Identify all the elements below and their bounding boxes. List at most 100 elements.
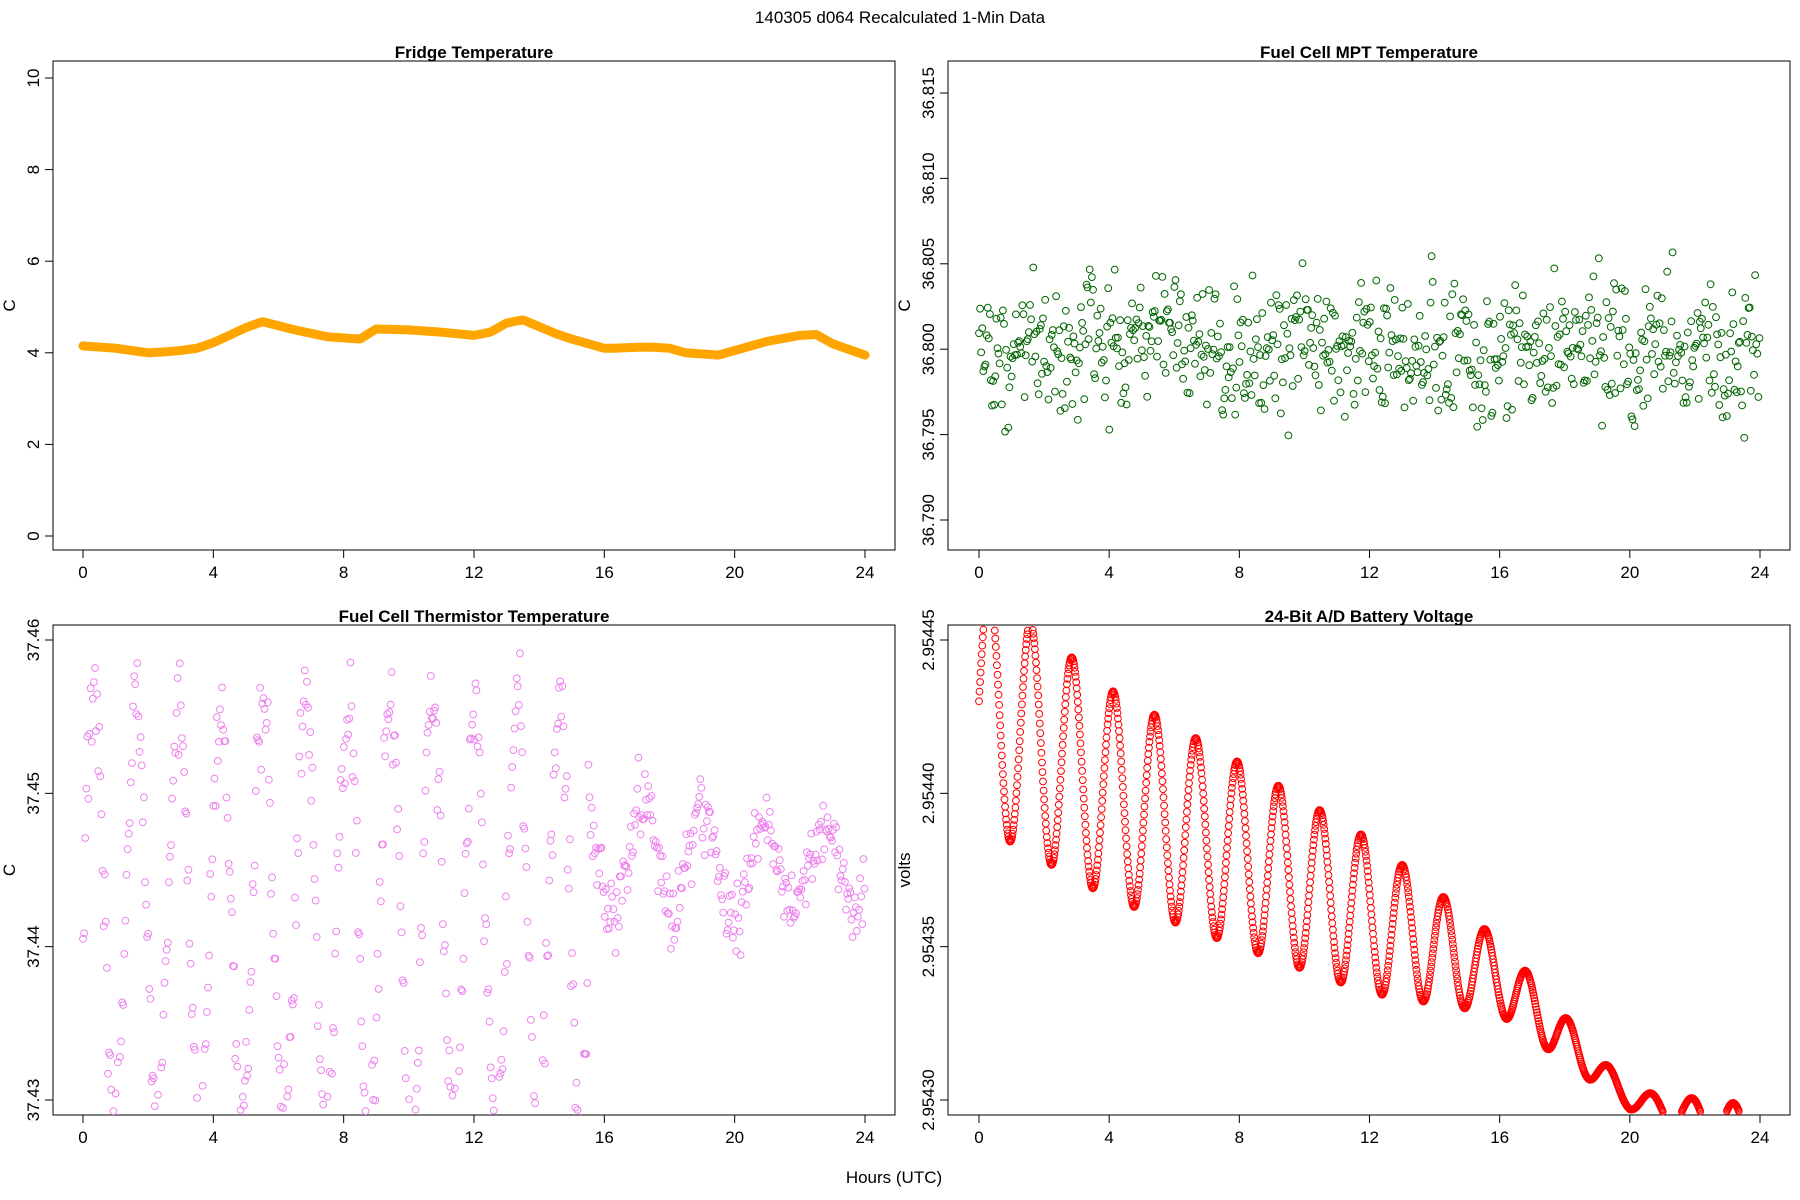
data-point <box>1340 964 1349 973</box>
data-point <box>1048 326 1057 335</box>
data-point <box>1530 994 1539 1002</box>
data-point <box>1145 738 1154 746</box>
x-axis-label: Hours (UTC) <box>846 1168 942 1187</box>
data-point <box>336 776 345 784</box>
data-point <box>1503 402 1512 411</box>
data-point <box>799 867 808 875</box>
data-point <box>1129 326 1137 335</box>
data-point <box>1567 374 1576 383</box>
data-point <box>1635 385 1643 394</box>
data-point <box>516 649 524 658</box>
data-point <box>501 892 510 901</box>
data-point <box>97 810 106 819</box>
data-point <box>432 719 441 727</box>
data-point <box>543 952 551 960</box>
data-point <box>732 947 741 956</box>
data-point <box>597 843 606 852</box>
data-point <box>405 1095 414 1104</box>
data-point <box>855 905 863 914</box>
data-point <box>381 752 390 761</box>
data-point <box>1538 357 1547 365</box>
data-point <box>1288 382 1297 390</box>
data-point <box>1377 398 1386 407</box>
data-point <box>1226 368 1235 377</box>
data-point <box>1534 1017 1543 1025</box>
data-point <box>703 817 711 825</box>
data-point <box>1406 374 1414 383</box>
data-point <box>487 1074 496 1083</box>
data-point <box>1225 808 1234 816</box>
data-point <box>1300 347 1309 355</box>
data-point <box>286 1033 295 1041</box>
data-point <box>374 985 383 993</box>
data-point <box>1452 966 1460 975</box>
data-point <box>592 843 600 852</box>
data-point <box>721 869 730 877</box>
data-point <box>631 821 639 829</box>
data-point <box>1534 1014 1542 1023</box>
data-point <box>977 348 986 357</box>
data-point <box>1026 301 1034 309</box>
data-point <box>1661 351 1669 360</box>
data-point <box>249 888 258 897</box>
data-point <box>1240 803 1248 811</box>
data-point <box>274 1053 283 1062</box>
data-point <box>1622 314 1630 323</box>
data-point <box>1502 414 1511 422</box>
data-point <box>651 837 660 846</box>
data-point <box>248 880 257 888</box>
data-point <box>472 686 481 695</box>
data-point <box>1446 312 1454 321</box>
y-tick-label: 36.800 <box>919 323 938 375</box>
y-axis-label: C <box>895 299 914 311</box>
data-point <box>222 793 231 802</box>
data-point <box>1064 337 1072 346</box>
data-point <box>1060 715 1069 724</box>
data-point <box>696 775 705 784</box>
data-point <box>1000 795 1009 804</box>
data-point <box>1282 301 1291 309</box>
data-point <box>1181 831 1190 839</box>
data-point <box>1068 400 1077 408</box>
x-tick-label: 0 <box>78 563 87 582</box>
data-point <box>994 680 1002 689</box>
data-point <box>1033 682 1042 691</box>
data-point <box>431 703 440 712</box>
data-point <box>1161 369 1170 377</box>
data-point <box>1367 303 1375 312</box>
data-point <box>1249 355 1258 363</box>
data-point <box>1248 912 1256 921</box>
data-point <box>1199 797 1208 805</box>
data-point <box>1070 339 1079 348</box>
data-point <box>1429 945 1438 953</box>
data-point <box>801 900 810 909</box>
data-point <box>1044 844 1052 853</box>
data-point <box>1707 388 1716 397</box>
data-point <box>1157 762 1166 770</box>
data-point <box>111 1089 120 1098</box>
data-point <box>1373 364 1382 373</box>
data-point <box>1387 936 1395 945</box>
data-point <box>1728 288 1737 297</box>
data-point <box>87 737 96 746</box>
data-point <box>1450 949 1458 957</box>
data-point <box>1410 335 1419 344</box>
data-point <box>1245 878 1254 886</box>
data-point <box>1692 339 1701 348</box>
data-point <box>1343 366 1351 375</box>
data-point <box>1156 317 1165 325</box>
data-point <box>1667 317 1676 326</box>
data-point <box>1324 864 1332 873</box>
data-point <box>1242 831 1250 840</box>
data-point <box>380 734 389 742</box>
data-point <box>1714 340 1723 349</box>
data-point <box>989 377 997 385</box>
data-point <box>176 701 185 710</box>
data-point <box>1204 860 1212 869</box>
data-point <box>1137 849 1146 858</box>
data-point <box>1207 329 1216 337</box>
data-point <box>1166 892 1175 901</box>
data-point <box>1180 346 1189 355</box>
data-point <box>1270 371 1279 380</box>
data-point <box>1673 331 1681 340</box>
